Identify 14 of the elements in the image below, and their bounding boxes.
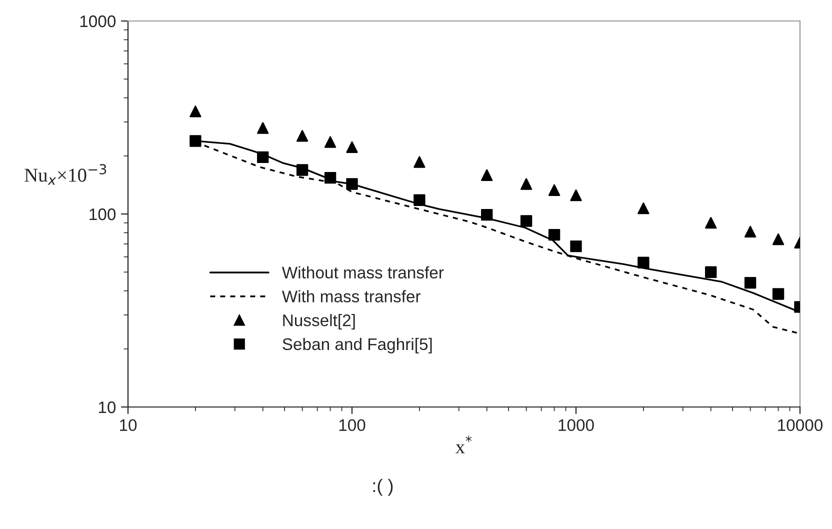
legend-label: With mass transfer: [282, 290, 421, 302]
x-tick-label: 100: [339, 419, 366, 432]
text: :( ): [373, 478, 393, 496]
legend-label: Seban and Faghri[5]: [282, 338, 432, 354]
y-tick-label: 10: [98, 401, 116, 414]
x-tick-label: 1000: [558, 419, 594, 432]
y-tick-label: 1000: [80, 15, 116, 28]
legend-label: Without mass transfer: [282, 266, 444, 278]
y-axis-title: Nu$_{x}$×10$^{−3}$: [24, 164, 106, 185]
x-tick-label: 10000: [778, 419, 823, 432]
x-axis-title: x$^{*}$: [456, 436, 472, 454]
legend-label: Nusselt[2]: [283, 314, 355, 330]
x-tick-label: 10: [120, 419, 137, 432]
y-tick-label: 100: [90, 208, 116, 220]
